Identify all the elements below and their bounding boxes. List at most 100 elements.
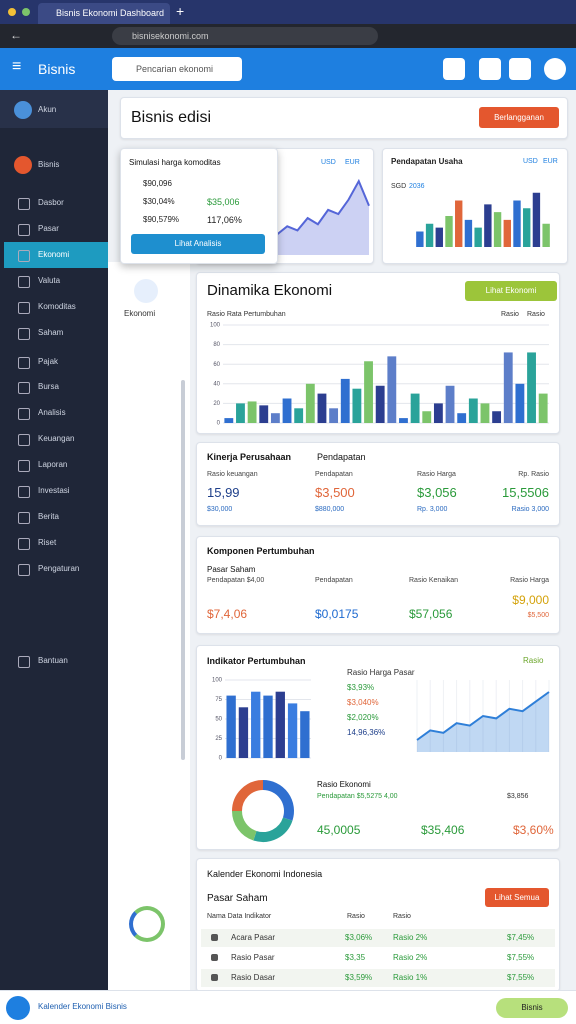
footer-icon bbox=[6, 996, 30, 1020]
popup-button[interactable]: Lihat Analisis bbox=[131, 234, 265, 254]
bar bbox=[515, 383, 525, 423]
nav-item[interactable]: Laporan bbox=[38, 460, 68, 469]
bar bbox=[416, 231, 424, 247]
stat-sub: $5,500 bbox=[527, 612, 549, 619]
nav-item[interactable]: Bantuan bbox=[38, 656, 68, 665]
bar bbox=[425, 223, 434, 247]
profile-button[interactable] bbox=[544, 58, 566, 80]
tag: EUR bbox=[345, 159, 360, 166]
nav-item[interactable]: Dasbor bbox=[38, 198, 64, 207]
bar bbox=[474, 227, 482, 247]
indikator-card: Indikator Pertumbuhan Rasio 0 25 50 75 100 R… bbox=[196, 645, 560, 850]
bar bbox=[399, 418, 408, 423]
stat-label: Rasio keuangan bbox=[207, 471, 258, 478]
nav-item[interactable]: Bursa bbox=[38, 382, 59, 391]
label: Pendapatan $5,5275 4,00 bbox=[317, 793, 398, 800]
table-header: Nama Data Indikator bbox=[207, 913, 272, 920]
nav-icon bbox=[18, 276, 30, 288]
bar bbox=[329, 408, 339, 423]
nav-icon bbox=[18, 357, 30, 369]
bar bbox=[435, 227, 443, 247]
icon-button[interactable] bbox=[443, 58, 465, 80]
dot bbox=[22, 8, 30, 16]
nav-item[interactable]: Pasar bbox=[38, 224, 59, 233]
search-box[interactable]: Pencarian ekonomi bbox=[112, 57, 242, 81]
bar bbox=[317, 393, 327, 423]
action-button[interactable]: Lihat Ekonomi bbox=[465, 281, 557, 301]
scrollbar bbox=[181, 380, 185, 760]
tab-title: Bisnis Ekonomi Dashboard bbox=[56, 8, 165, 18]
subtitle: Rasio Rata Pertumbuhan bbox=[207, 311, 286, 318]
stat-label: Pendapatan bbox=[315, 577, 353, 584]
bar bbox=[364, 361, 373, 423]
popup-label: $90,096 bbox=[143, 179, 172, 188]
popup-title: Simulasi harga komoditas bbox=[129, 158, 221, 167]
value: $35,406 bbox=[421, 823, 465, 837]
y-tick-label: 60 bbox=[213, 362, 220, 368]
new-tab[interactable]: + bbox=[176, 3, 185, 19]
search-text: Pencarian ekonomi bbox=[136, 64, 214, 74]
nav-item[interactable]: Berita bbox=[38, 512, 59, 521]
footer: Kalender Ekonomi Bisnis Bisnis bbox=[0, 990, 576, 1024]
nav-item[interactable]: Valuta bbox=[38, 276, 61, 285]
bar bbox=[410, 393, 420, 423]
nav-item[interactable]: Pajak bbox=[38, 357, 59, 366]
table-row[interactable] bbox=[201, 969, 555, 987]
table-row[interactable] bbox=[201, 949, 555, 967]
y-tick-label: 100 bbox=[210, 323, 221, 329]
stat-value: $0,0175 bbox=[315, 607, 359, 621]
y-tick-label: 20 bbox=[213, 401, 220, 407]
subnav-label[interactable]: Ekonomi bbox=[124, 309, 156, 318]
y-tick-label: 100 bbox=[212, 678, 223, 684]
nav-icon bbox=[18, 408, 30, 420]
nav-item[interactable]: Keuangan bbox=[38, 434, 75, 443]
table-cell: Rasio 2% bbox=[393, 933, 428, 942]
tab[interactable]: Bisnis Ekonomi Dashboard bbox=[38, 3, 170, 24]
nav-icon bbox=[18, 302, 30, 314]
icon-button[interactable] bbox=[479, 58, 501, 80]
see-all-button[interactable]: Lihat Semua bbox=[485, 888, 549, 907]
subscribe-button[interactable]: Berlangganan bbox=[479, 107, 559, 128]
tab-bar: Bisnis Ekonomi Dashboard + bbox=[0, 0, 576, 24]
popup: Simulasi harga komoditas $90,096 $30,04% $… bbox=[120, 148, 278, 264]
table-header: Rasio bbox=[393, 913, 411, 920]
nav-item[interactable]: Saham bbox=[38, 328, 64, 337]
back[interactable]: ← bbox=[10, 28, 22, 42]
value: $3,60% bbox=[513, 823, 554, 837]
nav-item[interactable]: Riset bbox=[38, 538, 57, 547]
tag: USD bbox=[523, 158, 538, 165]
card-title: Indikator Pertumbuhan bbox=[207, 656, 306, 666]
stat-label: Rasio Harga bbox=[510, 577, 549, 584]
nav-item[interactable]: Akun bbox=[38, 105, 57, 114]
nav-item[interactable]: Bisnis bbox=[38, 160, 60, 169]
table-cell: $7,45% bbox=[507, 933, 535, 942]
url-box[interactable]: bisnisekonomi.com bbox=[112, 27, 378, 45]
stat-sub: $880,000 bbox=[315, 506, 345, 513]
nav-item[interactable]: Komoditas bbox=[38, 302, 76, 311]
bar bbox=[238, 707, 249, 758]
active-highlight bbox=[4, 242, 108, 268]
label: SGD bbox=[391, 183, 407, 190]
icon-button[interactable] bbox=[509, 58, 531, 80]
chip[interactable]: Bisnis bbox=[496, 998, 568, 1018]
bar bbox=[455, 200, 463, 247]
stat-sub: $30,000 bbox=[207, 506, 233, 513]
nav-item[interactable]: Ekonomi bbox=[38, 250, 70, 259]
nav-icon bbox=[18, 656, 30, 668]
bar bbox=[538, 393, 548, 423]
menu[interactable]: ≡ bbox=[12, 58, 22, 75]
nav-item[interactable]: Investasi bbox=[38, 486, 70, 495]
bar bbox=[422, 411, 432, 423]
chart bbox=[276, 178, 370, 255]
label: Rasio Ekonomi bbox=[317, 780, 371, 789]
nav-item[interactable]: Analisis bbox=[38, 408, 66, 417]
y-tick-label: 25 bbox=[215, 736, 222, 742]
popup-value: 117,06% bbox=[207, 215, 242, 225]
bar bbox=[275, 691, 285, 758]
popup-label: $90,579% bbox=[143, 215, 180, 224]
nav-icon bbox=[18, 538, 30, 550]
kalender-card: Kalender Ekonomi Indonesia Pasar Saham L… bbox=[196, 858, 560, 992]
table-cell: Rasio Dasar bbox=[231, 973, 276, 982]
nav-item[interactable]: Pengaturan bbox=[38, 564, 80, 573]
table-row[interactable] bbox=[201, 929, 555, 947]
